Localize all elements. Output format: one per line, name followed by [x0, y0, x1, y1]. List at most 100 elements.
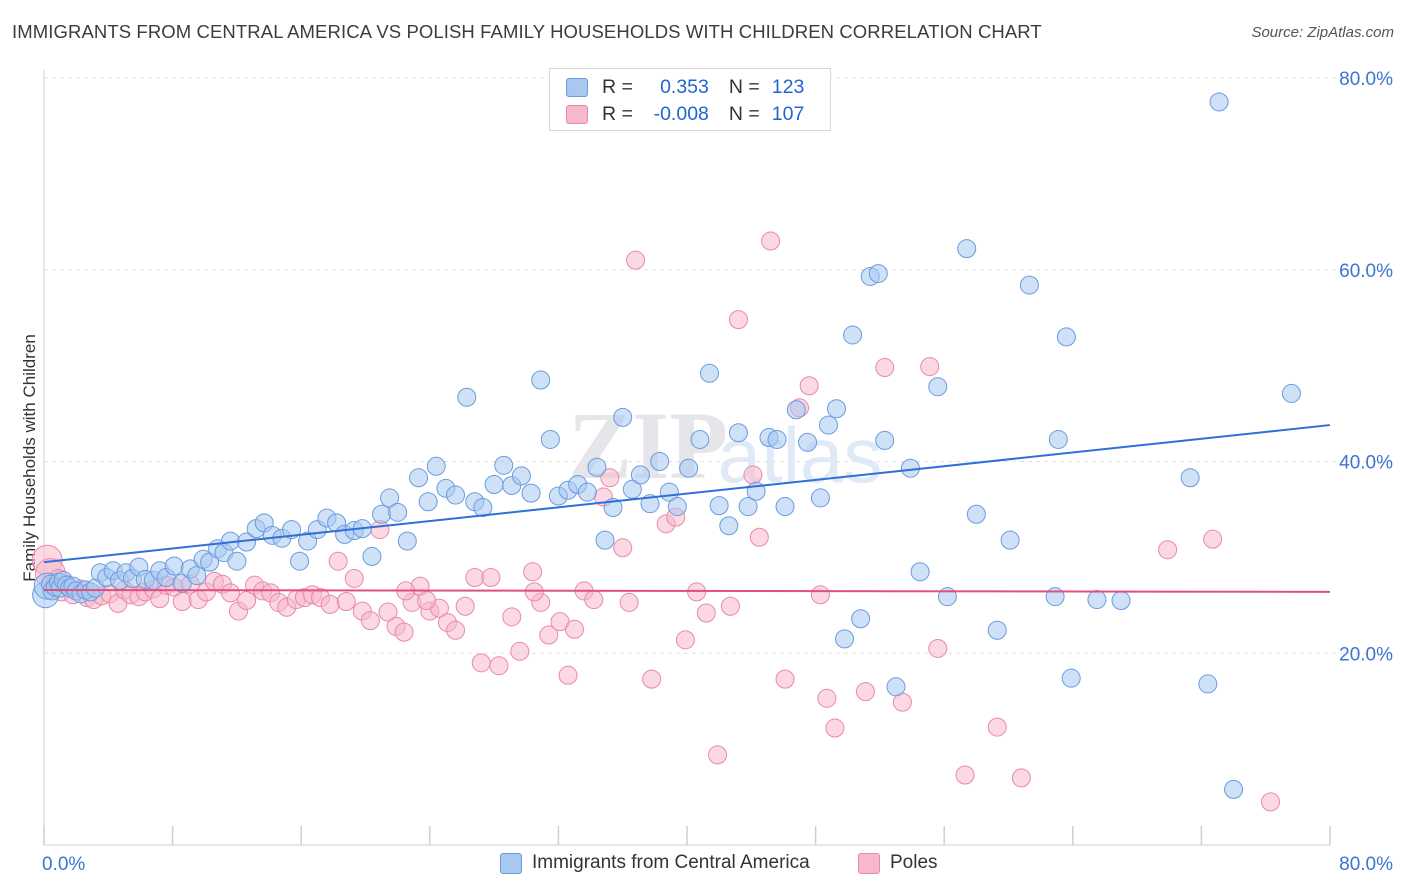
poles-point [1158, 540, 1178, 560]
central-america-point [667, 497, 687, 517]
n-value: 123 [771, 75, 805, 98]
trend-line-central-america [43, 424, 1331, 564]
poles-point [619, 592, 639, 612]
central-america-point [910, 562, 930, 582]
poles-point [761, 231, 781, 251]
central-america-point [957, 239, 977, 259]
poles-point [728, 310, 748, 330]
trend-line-poles [43, 588, 1331, 593]
poles-point [237, 591, 257, 611]
correlation-legend: R = 0.353 N = 123 R = -0.008 N = 107 [549, 68, 831, 131]
central-america-point [418, 492, 438, 512]
central-america-point [738, 497, 758, 517]
poles-point [1261, 792, 1281, 812]
poles-point [955, 765, 975, 785]
poles-point [696, 603, 716, 623]
central-america-point [786, 400, 806, 420]
poles-point [446, 620, 466, 640]
r-value: -0.008 [653, 102, 709, 125]
central-america-point [521, 483, 541, 503]
poles-point [539, 625, 559, 645]
central-america-point [1198, 674, 1218, 694]
central-america-point [603, 498, 623, 518]
central-america-point [679, 458, 699, 478]
y-tick-label: 80.0% [1339, 69, 1393, 90]
central-america-point [1209, 92, 1229, 112]
central-america-point [426, 456, 446, 476]
poles-point [510, 641, 530, 661]
central-america-point [719, 516, 739, 536]
central-america-point [446, 485, 466, 505]
central-america-point [388, 502, 408, 522]
poles-point [455, 596, 475, 616]
poles-point [626, 250, 646, 270]
central-america-point [851, 609, 871, 629]
central-america-point [1061, 668, 1081, 688]
central-america-point [690, 429, 710, 449]
central-america-point [798, 432, 818, 452]
poles-point [642, 669, 662, 689]
central-america-point [709, 496, 729, 516]
central-america-point [372, 504, 392, 524]
central-america-point [835, 629, 855, 649]
x-tick-label: 0.0% [42, 854, 85, 875]
central-america-point [511, 466, 531, 486]
poles-point [675, 630, 695, 650]
central-america-point [1224, 779, 1244, 799]
central-america-point [457, 387, 477, 407]
poles-point [417, 591, 437, 611]
central-america-point [868, 264, 888, 284]
poles-point [743, 465, 763, 485]
central-america-point [650, 452, 670, 471]
y-tick-label: 40.0% [1339, 453, 1393, 474]
central-america-point [587, 457, 607, 477]
poles-point [360, 611, 380, 631]
poles-point [328, 551, 348, 571]
poles-point [220, 583, 240, 603]
central-america-point [630, 465, 650, 485]
poles-point [775, 669, 795, 689]
poles-point [471, 653, 491, 673]
legend-row-central-america: R = 0.353 N = 123 [566, 76, 804, 98]
central-america-point [1087, 590, 1107, 610]
poles-point [875, 358, 895, 378]
legend-swatch-blue [500, 852, 522, 874]
poles-point [720, 596, 740, 616]
central-america-point [187, 566, 207, 586]
central-america-point [290, 551, 310, 571]
legend-swatch-pink [858, 852, 880, 874]
legend-label: Poles [890, 852, 938, 873]
poles-point [489, 656, 509, 676]
central-america-point [775, 497, 795, 517]
poles-point [524, 582, 544, 602]
n-value: 107 [771, 102, 805, 125]
central-america-point [1048, 429, 1068, 449]
poles-point [394, 622, 414, 642]
x-tick-label: 80.0% [1339, 854, 1393, 875]
poles-point [465, 568, 485, 588]
r-value: 0.353 [660, 75, 709, 98]
central-america-point [1111, 591, 1131, 611]
trend-lines [43, 424, 1331, 593]
central-america-point [380, 488, 400, 508]
central-america-point [826, 399, 846, 419]
central-america-point [227, 551, 247, 571]
legend-item-poles: Poles [858, 852, 938, 874]
poles-point [558, 665, 578, 685]
central-america-point [818, 415, 838, 435]
poles-point [481, 568, 501, 588]
r-label: R = [602, 75, 633, 98]
poles-point [987, 717, 1007, 737]
central-america-point [484, 475, 504, 495]
gridlines [44, 77, 1392, 654]
poles-point [344, 568, 364, 588]
source-label: Source: ZipAtlas.com [1251, 24, 1394, 41]
central-america-point [164, 556, 184, 576]
poles-point [817, 688, 837, 708]
central-america-point [531, 370, 551, 390]
central-america-point [622, 479, 642, 499]
poles-point [564, 619, 584, 639]
poles-point [810, 585, 830, 605]
central-america-point [540, 429, 560, 449]
